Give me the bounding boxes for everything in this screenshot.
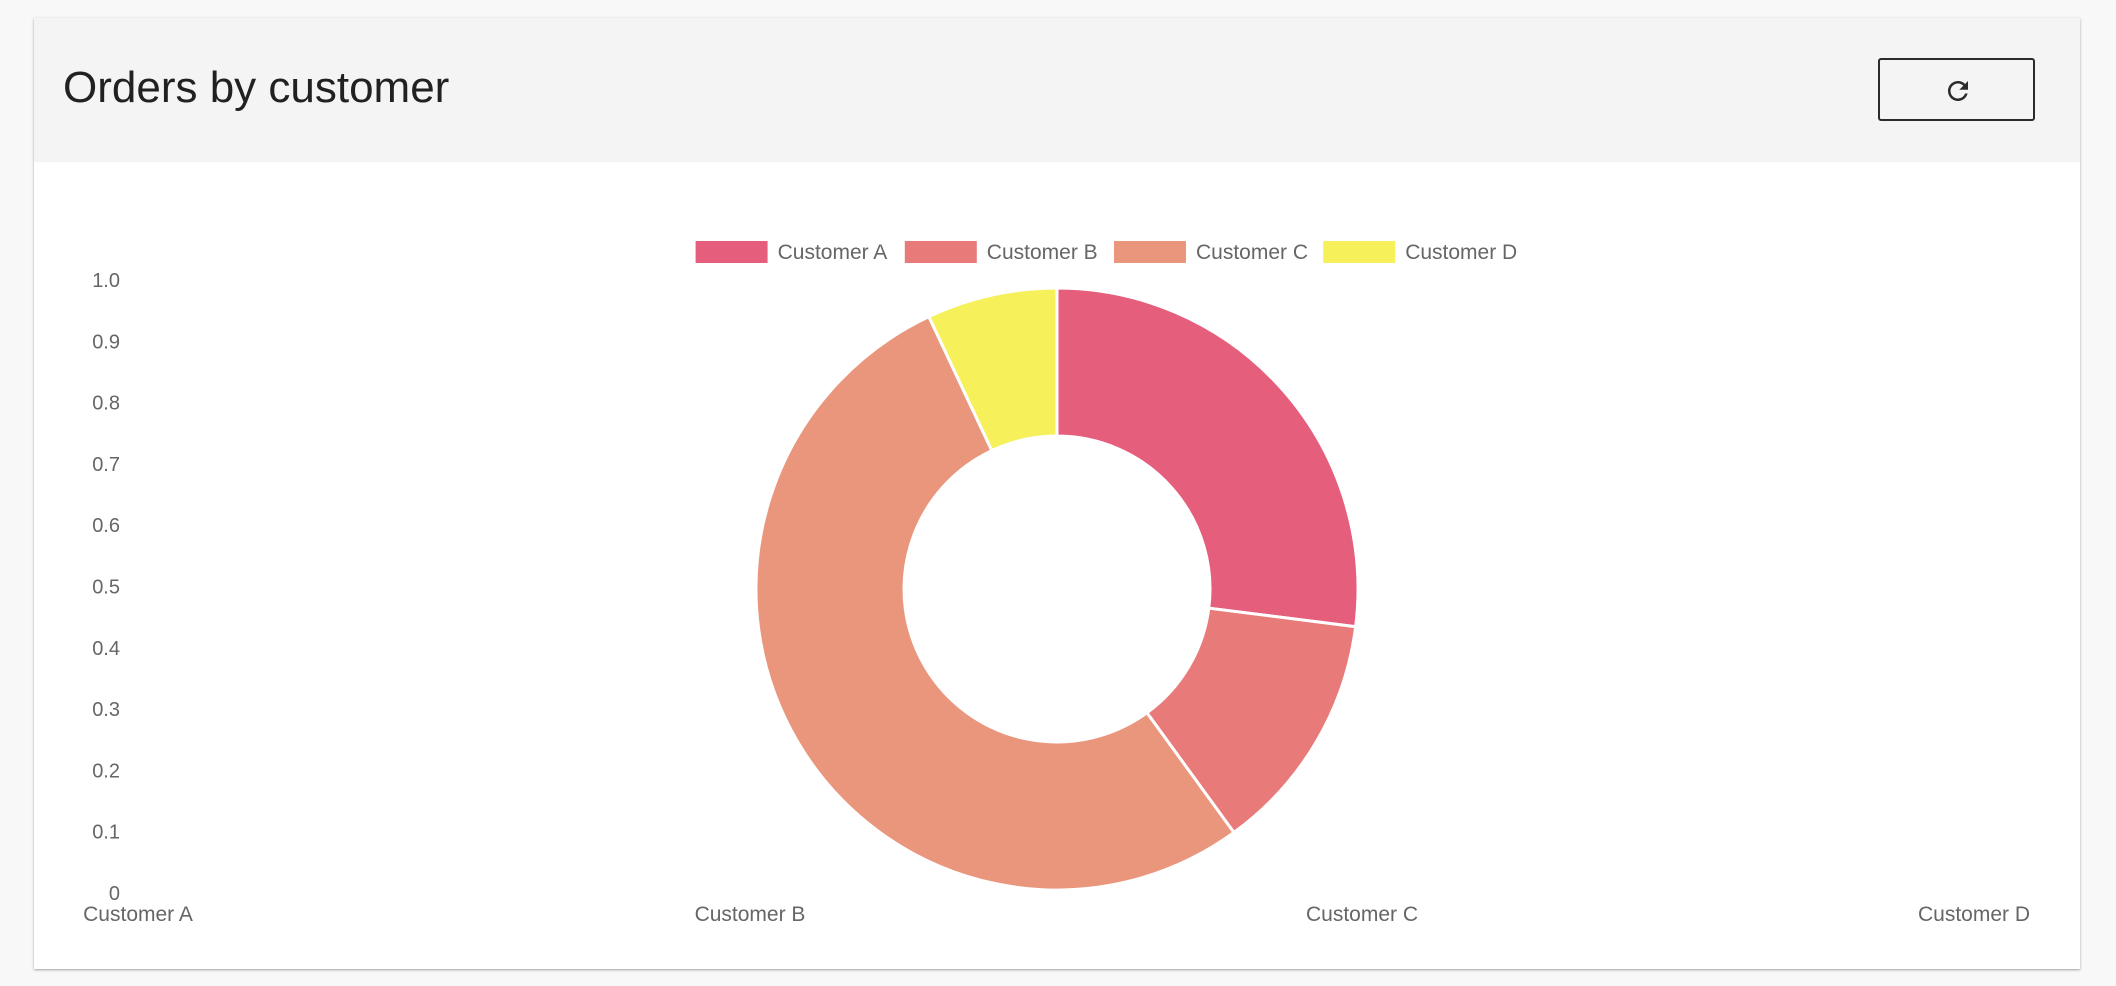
- legend-item-customer-b[interactable]: Customer B: [904, 241, 1098, 264]
- slice-customer-b[interactable]: [1144, 606, 1358, 835]
- legend-swatch: [695, 241, 768, 263]
- refresh-button[interactable]: [1878, 58, 2035, 121]
- y-tick-label: 0.6: [92, 515, 120, 537]
- chart-area: Customer A Customer B Customer C Customer D…: [34, 162, 2080, 969]
- legend-swatch: [1114, 241, 1186, 263]
- doughnut-chart: Customer A Customer B Customer C Customer D…: [83, 241, 2030, 926]
- y-tick-label: 0.1: [92, 822, 120, 844]
- legend-item-customer-a[interactable]: Customer A: [695, 241, 888, 264]
- y-tick-label: 0.2: [92, 760, 120, 782]
- x-tick-label: Customer D: [1918, 903, 2030, 926]
- slice-customer-d[interactable]: [926, 286, 1059, 453]
- legend-label: Customer B: [987, 241, 1098, 264]
- legend-label: Customer D: [1405, 241, 1517, 264]
- y-tick-label: 0.9: [92, 331, 120, 353]
- slice-customer-c[interactable]: [754, 314, 1237, 892]
- y-tick-label: 0.5: [92, 577, 120, 599]
- y-tick-label: 0.4: [92, 638, 120, 660]
- y-tick-label: 0.3: [92, 699, 120, 721]
- legend-swatch: [1323, 241, 1396, 263]
- x-tick-label: Customer A: [83, 903, 193, 926]
- legend-item-customer-d[interactable]: Customer D: [1323, 241, 1517, 264]
- y-tick-label: 1.0: [92, 270, 120, 292]
- legend-item-customer-c[interactable]: Customer C: [1114, 241, 1308, 264]
- x-tick-label: Customer C: [1306, 903, 1418, 926]
- x-tick-label: Customer B: [695, 903, 806, 926]
- y-tick-label: 0.7: [92, 454, 120, 476]
- card-header: Orders by customer: [34, 18, 2080, 162]
- refresh-icon: [1948, 81, 1968, 101]
- slice-customer-a[interactable]: [1055, 286, 1360, 629]
- y-tick-label: 0.8: [92, 393, 120, 415]
- y-tick-label: 0: [109, 883, 120, 905]
- card-title: Orders by customer: [63, 63, 450, 112]
- legend-label: Customer A: [778, 241, 888, 264]
- legend-swatch: [904, 241, 977, 263]
- legend-label: Customer C: [1196, 241, 1308, 264]
